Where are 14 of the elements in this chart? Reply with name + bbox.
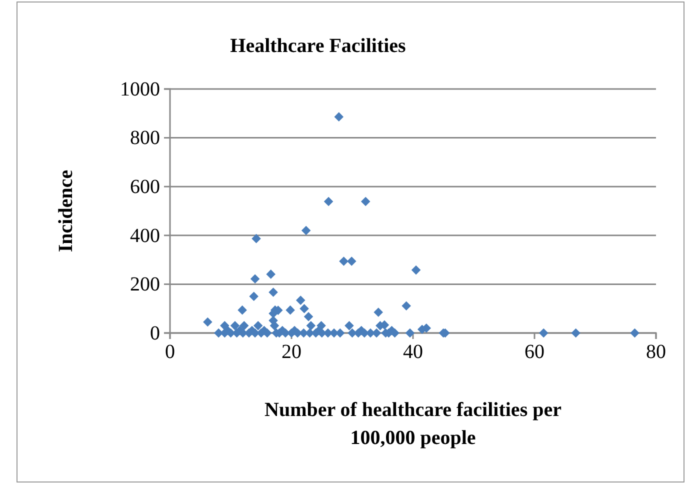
chart-title: Healthcare Facilities [230,35,406,57]
x-tick-label: 20 [282,341,302,364]
y-tick-label: 1000 [120,78,160,100]
x-tick-label: 40 [403,341,423,364]
x-tick-label: 80 [646,341,666,364]
x-axis-title: Number of healthcare facilities per 100,000 people [264,399,562,449]
y-tick-label: 200 [130,274,160,296]
y-tick-label: 600 [130,176,160,198]
x-tick-label: 0 [165,341,175,364]
y-tick-label: 0 [150,322,160,344]
y-axis-title: Incidence [55,170,77,252]
y-tick-label: 400 [130,224,160,247]
x-tick-label: 60 [524,341,544,364]
y-tick-label: 800 [130,127,160,150]
